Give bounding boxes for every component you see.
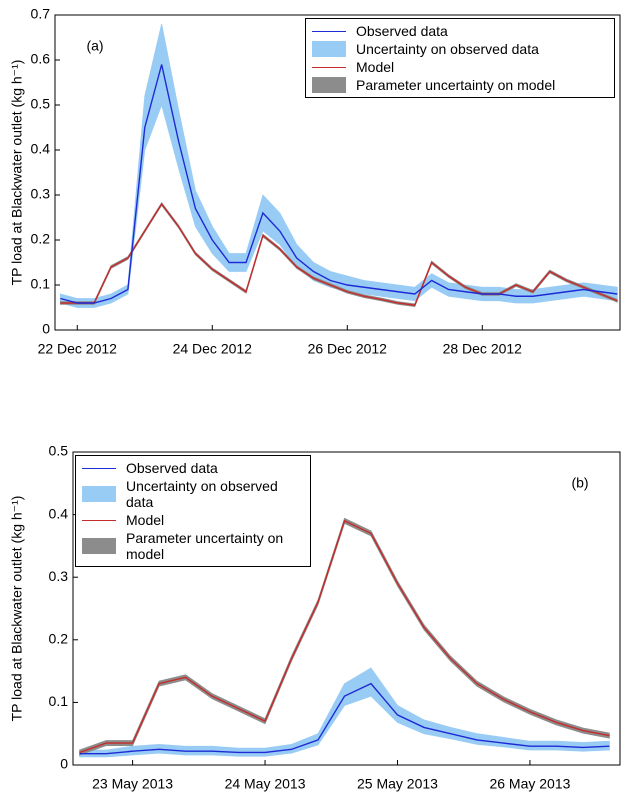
y-tick-label: 0.4 [31,141,51,157]
legend-item: Uncertainty on observed data [82,478,304,510]
x-tick-label: 26 Dec 2012 [308,341,388,357]
y-tick-label: 0.3 [49,568,69,584]
x-tick-label: 24 May 2013 [225,776,306,792]
uncertainty-band [79,667,610,758]
legend-swatch [82,486,116,502]
legend-label: Parameter uncertainty on model [126,530,284,562]
legend-label: Model [356,59,395,75]
legend-item: Uncertainty on observed data [312,41,608,57]
x-tick-label: 22 Dec 2012 [38,341,118,357]
legend-swatch [82,538,116,554]
x-tick-label: 25 May 2013 [357,776,438,792]
legend-swatch [312,77,346,93]
panel-label: (a) [86,38,103,54]
y-tick-label: 0.3 [31,186,51,202]
y-tick-label: 0 [42,321,50,337]
x-tick-label: 28 Dec 2012 [443,341,523,357]
plot-area [79,517,610,758]
series-line [79,519,610,754]
y-tick-label: 0 [60,756,68,772]
legend-swatch [312,66,346,68]
legend-label: Model [126,512,165,528]
legend-label: Observed data [126,460,218,476]
panel-label: (b) [571,475,588,491]
x-tick-label: 23 May 2013 [92,776,173,792]
legend-item: Model [312,59,608,75]
y-tick-label: 0.4 [49,505,69,521]
legend-label: Uncertainty on observed data [126,478,278,510]
y-tick-label: 0.6 [31,51,51,67]
y-tick-label: 0.7 [31,6,51,22]
plot-area [60,23,618,308]
legend: Observed data Uncertainty on observed dat… [75,455,311,567]
axes-box [72,451,621,766]
y-axis-title: TP load at Blackwater outlet (kg h⁻¹) [9,60,25,286]
axes-box [54,14,621,331]
legend-label: Uncertainty on observed data [356,41,539,57]
legend-swatch [312,41,346,57]
legend-item: Model [82,512,304,528]
y-tick-label: 0.1 [31,276,51,292]
x-tick-label: 26 May 2013 [489,776,570,792]
legend-item: Observed data [82,460,304,476]
y-tick-label: 0.1 [49,693,69,709]
legend-item: Parameter uncertainty on model [82,530,304,562]
legend-item: Observed data [312,23,608,39]
legend: Observed data Uncertainty on observed dat… [305,18,615,98]
y-tick-label: 0.2 [31,231,51,247]
y-axis-title: TP load at Blackwater outlet (kg h⁻¹) [9,496,25,722]
series-line [60,64,618,304]
x-tick-label: 24 Dec 2012 [173,341,253,357]
legend-swatch [82,467,116,469]
y-tick-label: 0.2 [49,631,69,647]
y-tick-label: 0.5 [49,443,69,459]
series-line [79,682,610,755]
y-tick-label: 0.5 [31,96,51,112]
legend-label: Parameter uncertainty on model [356,77,556,93]
series-line [60,202,618,307]
legend-label: Observed data [356,23,448,39]
legend-item: Parameter uncertainty on model [312,77,608,93]
legend-swatch [82,519,116,521]
legend-swatch [312,30,346,32]
